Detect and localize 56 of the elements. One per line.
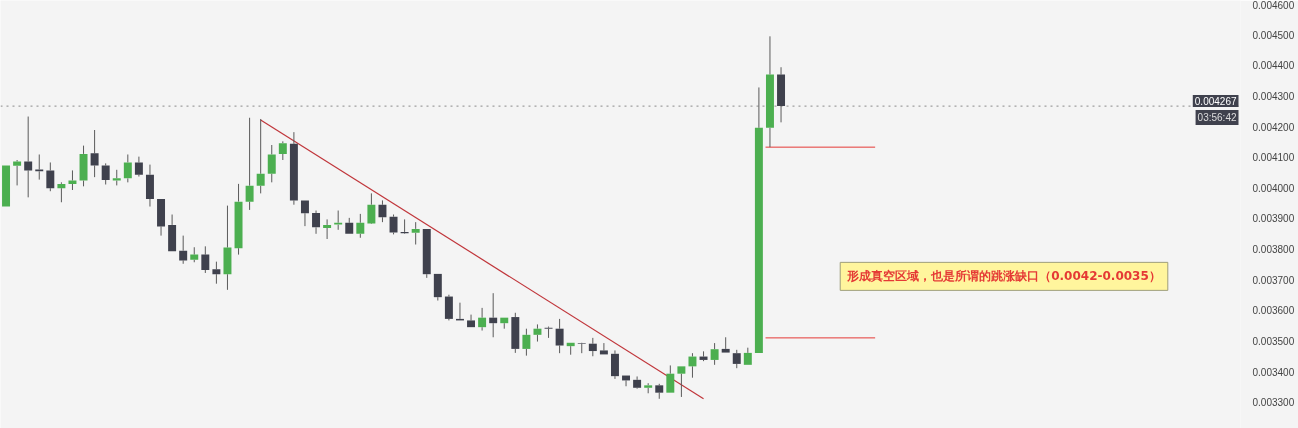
candlestick: [179, 235, 188, 265]
y-tick-label: 0.004200: [1252, 121, 1295, 133]
ref-line-label: 0.004267: [1194, 96, 1237, 108]
candlestick: [134, 156, 143, 178]
candlestick: [444, 294, 453, 321]
candlestick: [411, 221, 420, 245]
candlestick: [234, 183, 243, 256]
candlestick: [732, 349, 741, 369]
candlestick: [323, 218, 332, 240]
candlestick: [533, 323, 542, 343]
candlestick: [765, 35, 774, 148]
candlestick: [777, 66, 786, 123]
y-tick-label: 0.003800: [1252, 244, 1295, 256]
y-tick-label: 0.003900: [1252, 213, 1295, 225]
y-tick-label: 0.004600: [1252, 0, 1295, 11]
y-tick-label: 0.004300: [1252, 91, 1295, 103]
candlestick: [511, 312, 520, 354]
y-tick-label: 0.003500: [1252, 335, 1295, 347]
candlestick: [356, 213, 365, 239]
candlestick: [289, 131, 298, 206]
candlestick: [123, 153, 132, 183]
candlestick: [90, 129, 99, 178]
annotation: 形成真空区域，也是所谓的跳涨缺口（0.0042-0.0035）: [846, 269, 1161, 284]
candlestick: [46, 161, 55, 192]
y-tick-label: 0.004400: [1252, 60, 1295, 72]
candlestick: [145, 164, 154, 208]
candlestick: [245, 117, 254, 211]
candlestick: [13, 159, 22, 186]
y-tick-label: 0.004000: [1252, 182, 1295, 194]
y-tick-label: 0.003700: [1252, 274, 1295, 286]
candlestick: [378, 199, 387, 223]
candlestick: [278, 140, 287, 161]
y-tick-label: 0.003600: [1252, 305, 1295, 317]
y-tick-label: 0.003300: [1252, 397, 1295, 409]
y-tick-label: 0.004100: [1252, 152, 1295, 164]
candlestick: [489, 292, 498, 338]
candlestick: [35, 153, 44, 181]
candlestick: [710, 342, 719, 366]
candlestick: [610, 349, 619, 380]
y-tick-label: 0.003400: [1252, 366, 1295, 378]
candlestick: [201, 245, 210, 274]
candlestick: [57, 181, 66, 203]
candlestick: [223, 205, 232, 291]
candlestick: [190, 246, 199, 263]
annotation: 03:56:42: [1197, 112, 1237, 124]
y-tick-label: 0.004500: [1252, 29, 1295, 41]
candlestick: [312, 210, 321, 235]
candlestick: [478, 307, 487, 332]
candlestick: [544, 327, 553, 339]
candlestick: [588, 337, 597, 357]
candlestick: [522, 328, 531, 357]
candlestick: [334, 210, 343, 231]
candlestick: [688, 352, 697, 379]
candlestick: [367, 192, 376, 224]
candlestick: [24, 116, 33, 198]
candlestick: [633, 375, 642, 388]
